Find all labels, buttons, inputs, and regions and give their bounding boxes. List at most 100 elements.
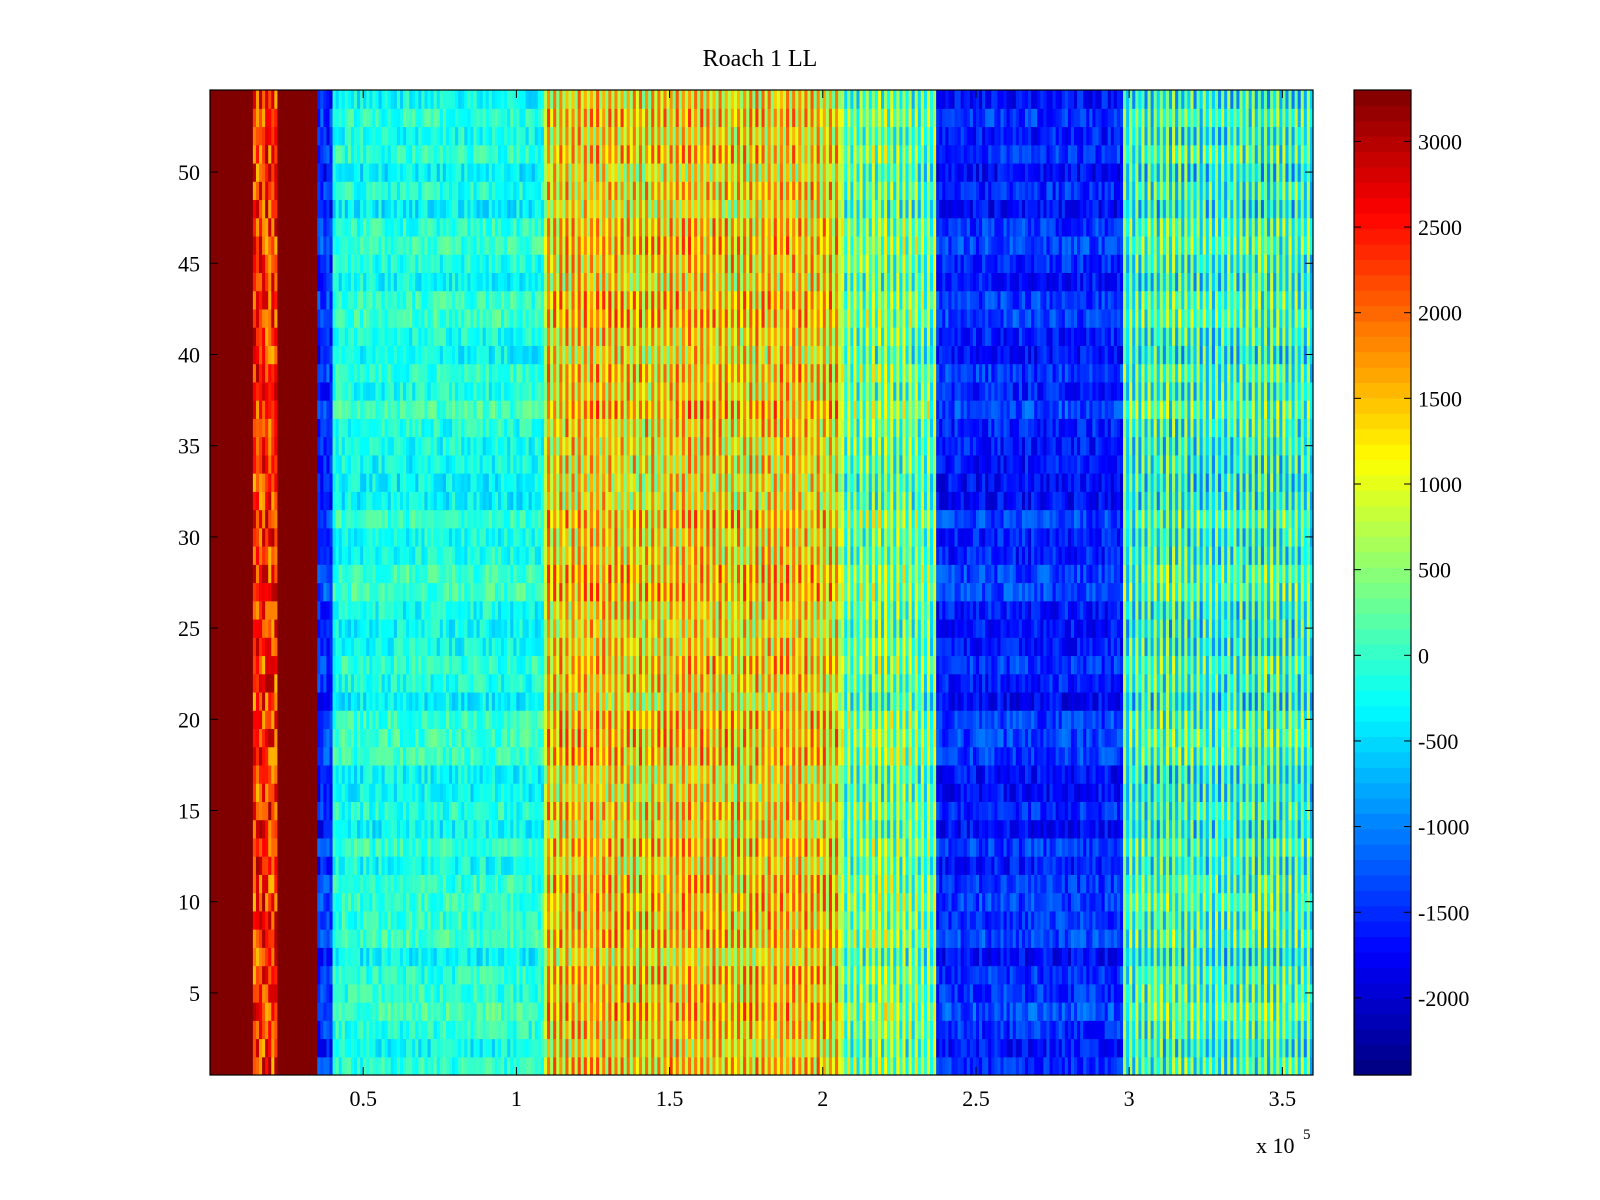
heatmap-cell [289, 910, 294, 930]
heatmap-cell [228, 546, 233, 565]
heatmap-cell [295, 1038, 300, 1058]
heatmap-cell [231, 983, 236, 1003]
heatmap-cell [265, 381, 269, 401]
heatmap-cell [277, 892, 282, 912]
heatmap-cell [259, 965, 263, 985]
heatmap-cell [240, 983, 245, 1003]
heatmap-cell [280, 454, 285, 474]
heatmap-cell [265, 454, 269, 474]
heatmap-cell [289, 1056, 294, 1075]
heatmap-cell [234, 454, 239, 474]
heatmap-cell [280, 345, 285, 365]
heatmap-cell [225, 673, 229, 693]
heatmap-cell [240, 801, 245, 821]
heatmap-cell [295, 418, 300, 438]
heatmap-cell [252, 947, 257, 967]
heatmap-cell [222, 254, 226, 274]
heatmap-cell [216, 235, 220, 255]
heatmap-cell [231, 181, 236, 201]
heatmap-cell [277, 290, 282, 310]
heatmap-cell [271, 418, 275, 438]
heatmap-cell [231, 418, 236, 438]
heatmap-cell [210, 363, 214, 383]
heatmap-cell [295, 90, 300, 109]
heatmap-cell [246, 564, 251, 584]
heatmap-cell [237, 910, 242, 930]
heatmap-cell [240, 947, 245, 967]
heatmap-cell [259, 1056, 263, 1075]
heatmap-cell [289, 892, 294, 912]
heatmap-cell [259, 345, 263, 365]
heatmap-cell [219, 929, 223, 948]
heatmap-cell [259, 454, 263, 474]
heatmap-cell [286, 272, 291, 292]
heatmap-cell [265, 582, 269, 602]
heatmap-cell [265, 673, 269, 693]
heatmap-cell [271, 582, 275, 602]
heatmap-cell [237, 801, 242, 821]
heatmap-cell [249, 801, 254, 821]
heatmap-cell [219, 199, 223, 219]
heatmap-cell [265, 1038, 269, 1058]
heatmap-cell [292, 199, 297, 219]
heatmap-cell [271, 381, 275, 401]
heatmap-cell [228, 947, 233, 967]
heatmap-cell [243, 217, 248, 237]
heatmap-cell [298, 327, 303, 346]
heatmap-cell [268, 618, 272, 638]
heatmap-cell [298, 144, 303, 164]
heatmap-cell [255, 600, 260, 620]
heatmap-cell [265, 400, 269, 419]
heatmap-cell [259, 199, 263, 219]
heatmap-cell [274, 491, 278, 511]
heatmap-cell [283, 308, 288, 328]
heatmap-cell [255, 801, 260, 821]
heatmap-cell [298, 965, 303, 985]
heatmap-cell [249, 929, 254, 948]
heatmap-cell [252, 600, 257, 620]
heatmap-cell [289, 345, 294, 365]
heatmap-cell [295, 181, 300, 201]
heatmap-cell [274, 1056, 278, 1075]
heatmap-cell [225, 637, 229, 657]
heatmap-cell [240, 90, 245, 109]
heatmap-cell [225, 217, 229, 237]
heatmap-cell [268, 1020, 272, 1040]
heatmap-cell [277, 436, 282, 456]
heatmap-cell [274, 637, 278, 657]
heatmap-cell [240, 764, 245, 784]
heatmap-cell [286, 290, 291, 310]
heatmap-cell [280, 819, 285, 839]
heatmap-cell [243, 710, 248, 730]
heatmap-cell [246, 801, 251, 821]
heatmap-cell [292, 400, 297, 419]
heatmap-cell [289, 564, 294, 584]
heatmap-cell [298, 418, 303, 438]
heatmap-cell [252, 655, 257, 675]
heatmap-cell [228, 290, 233, 310]
heatmap-cell [255, 181, 260, 201]
heatmap-cell [243, 491, 248, 511]
heatmap-cell [228, 126, 233, 146]
heatmap-cell [228, 327, 233, 346]
heatmap-cell [246, 929, 251, 948]
heatmap-cell [295, 491, 300, 511]
heatmap-cell [219, 655, 223, 675]
heatmap-cell [252, 90, 257, 109]
heatmap-cell [259, 308, 263, 328]
heatmap-cell [295, 1020, 300, 1040]
heatmap-cell [249, 162, 254, 182]
heatmap-cell [286, 746, 291, 766]
heatmap-cell [292, 90, 297, 109]
heatmap-cell [301, 1020, 306, 1040]
heatmap-cell [283, 564, 288, 584]
heatmap-cell [280, 856, 285, 875]
heatmap-cell [252, 290, 257, 310]
heatmap-cell [271, 1056, 275, 1075]
heatmap-cell [271, 491, 275, 511]
heatmap-cell [295, 473, 300, 492]
heatmap-cell [301, 819, 306, 839]
heatmap-cell [277, 235, 282, 255]
heatmap-cell [249, 491, 254, 511]
heatmap-cell [216, 837, 220, 857]
